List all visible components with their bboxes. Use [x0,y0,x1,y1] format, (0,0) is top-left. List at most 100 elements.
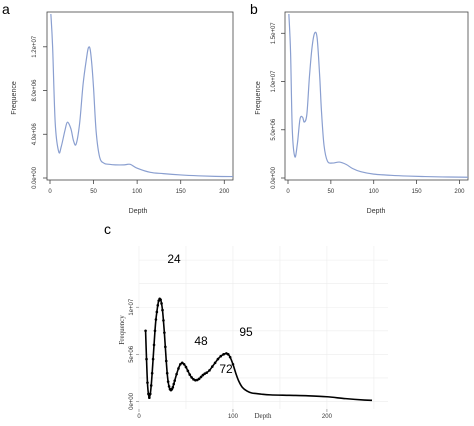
x-tick-label: 0 [286,189,290,195]
panel-b-ylabel: Frequence [255,81,262,115]
data-point [172,382,176,386]
data-point [199,375,203,379]
y-tick-label: 1.2e+07 [32,35,38,58]
data-point [231,362,235,366]
x-tick-label: 150 [176,189,187,195]
data-point [175,372,178,376]
data-point [154,318,158,321]
data-point [162,319,165,322]
panel-a-ylabel: Frequence [11,81,18,115]
data-point [197,377,201,381]
plot-background [139,246,388,409]
y-tick-label: 1.0e+07 [271,70,277,93]
data-point [155,310,159,314]
data-point [219,354,223,358]
panel-a-xlabel: Depth [129,208,148,215]
y-tick-label: 5e+06 [129,345,135,363]
data-point [188,373,192,376]
data-point [210,365,214,368]
x-tick-label: 200 [219,189,230,195]
x-tick-label: 200 [454,189,465,195]
data-point [180,361,184,365]
panel-letter-c: c [104,221,111,237]
data-point [145,357,148,361]
data-point [164,359,168,363]
x-tick-label: 100 [228,414,239,420]
data-point [156,304,160,307]
data-point [179,362,182,366]
panel-c-xlabel: Depth [254,412,272,420]
data-point [184,365,188,369]
y-tick-label: 8.0e+06 [32,79,38,102]
panel-b: b 0 50 100 150 200 0.0e+00 5.0e+06 1.0e+07 1.5e+… [250,1,469,215]
x-tick-label: 0 [48,189,52,195]
plot-frame [46,11,234,181]
panel-b-series-line [288,13,469,178]
panel-letter-b: b [250,1,258,17]
data-point [167,385,171,388]
y-tick-label: 5.0e+06 [271,118,277,141]
x-tick-label: 200 [322,414,333,420]
data-point [213,361,217,365]
panel-a: a 0 50 100 150 200 0.0e+00 4.0e+06 8.0e+06 1.2e+… [2,1,234,215]
data-point [166,380,170,383]
data-point [205,371,208,375]
data-point [150,371,154,375]
y-tick-label: 0.0e+00 [32,166,38,189]
panel-c-points [144,297,235,399]
panel-letter-a: a [2,1,10,17]
data-point [228,355,232,359]
data-point [159,298,162,302]
y-tick-label: 0.0e+00 [271,166,277,189]
data-point [164,345,167,349]
data-point [144,329,147,333]
x-tick-label: 100 [369,189,380,195]
data-point [165,371,169,375]
plot-frame [284,11,469,181]
data-point [195,378,199,382]
peak-label-24: 24 [167,252,181,266]
panel-c: c 0 100 200 0e+00 5e+06 1e+07 24 48 72 95 Dep… [104,221,388,420]
peak-label-48: 48 [194,334,208,348]
panel-a-axes: 0 50 100 150 200 0.0e+00 4.0e+06 8.0e+06 1.2e+07 [32,11,234,195]
y-tick-label: 1.5e+07 [271,22,277,45]
panel-c-ylabel: Frequency [118,315,126,345]
data-point [226,353,230,356]
panel-b-xlabel: Depth [367,208,386,215]
data-point [146,381,149,384]
data-point [152,343,156,347]
data-point [148,396,151,399]
data-point [190,376,193,379]
panel-c-axes: 0 100 200 0e+00 5e+06 1e+07 [129,246,388,420]
data-point [147,392,150,396]
panel-a-series-line [50,13,234,178]
x-tick-label: 100 [132,189,143,195]
data-point [177,367,180,370]
peak-label-95: 95 [239,325,253,339]
x-tick-label: 50 [328,189,335,195]
x-tick-label: 0 [137,414,141,420]
data-point [222,353,225,356]
data-point [186,369,190,373]
data-point [148,392,152,396]
data-point [161,308,164,312]
data-point [201,373,205,377]
data-point [153,329,157,333]
y-tick-label: 4.0e+06 [32,123,38,146]
data-point [171,386,175,389]
x-tick-label: 50 [90,189,97,195]
y-tick-label: 0e+00 [129,392,135,410]
panel-b-axes: 0 50 100 150 200 0.0e+00 5.0e+06 1.0e+07 1.5e+07 [271,11,469,195]
data-point [149,384,153,387]
data-point [216,357,220,361]
data-point [160,302,163,305]
data-point [182,362,186,366]
data-point [208,369,211,372]
peak-label-72: 72 [219,362,233,376]
data-point [151,357,155,361]
data-point [173,379,177,383]
data-point [163,331,166,334]
y-tick-label: 1e+07 [129,298,135,316]
x-tick-label: 150 [412,189,423,195]
